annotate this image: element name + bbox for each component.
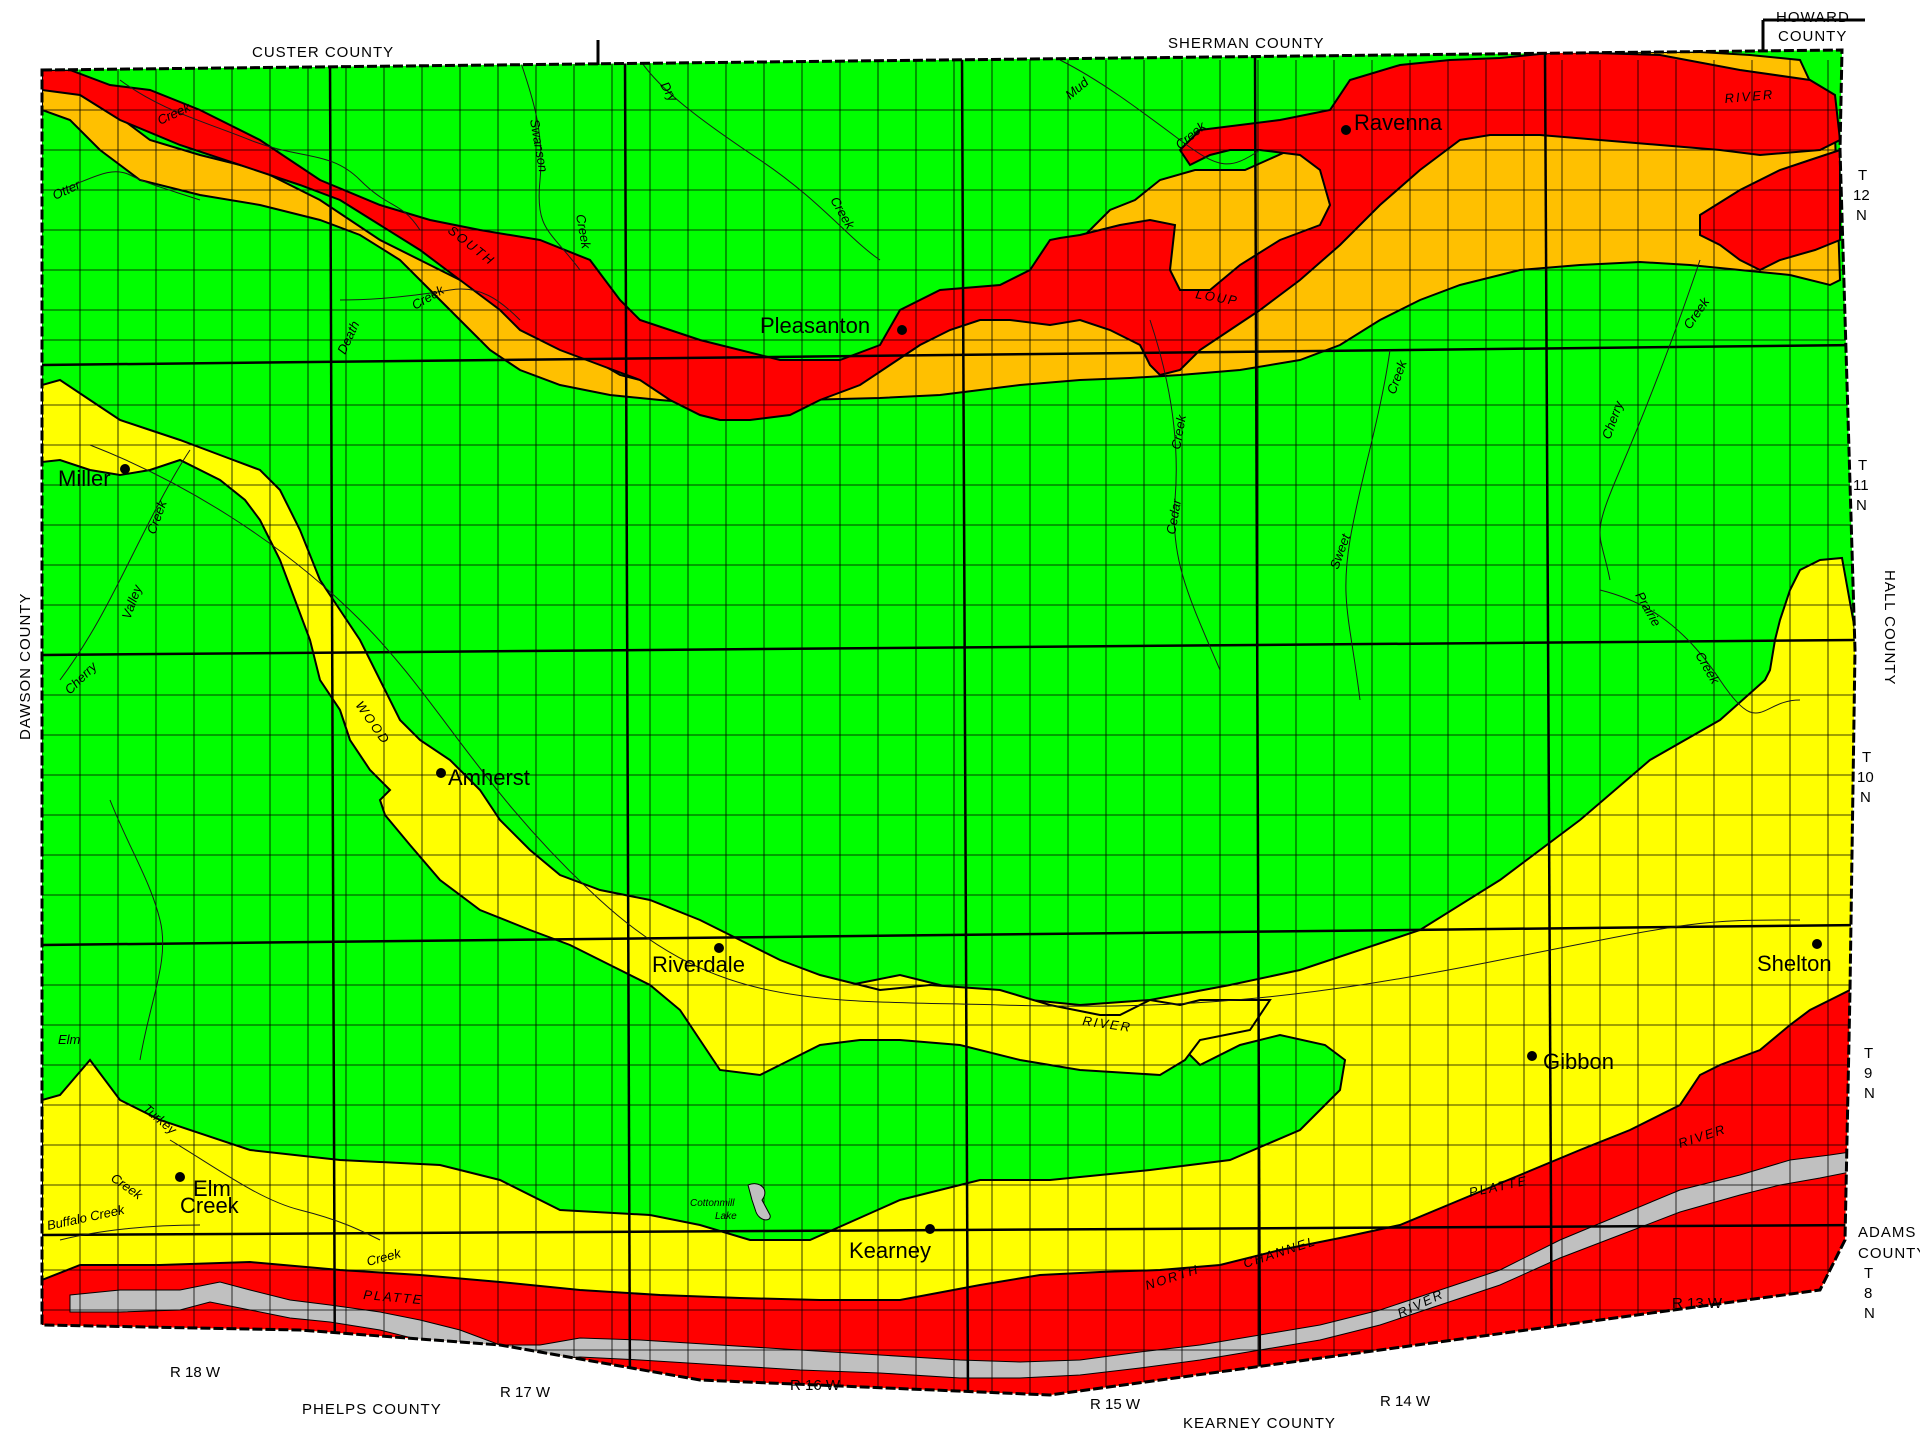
gibbon-marker: [1527, 1051, 1537, 1061]
township-labels: T 12 N T 11 N T 10 N T 9 N T 8 N: [1853, 167, 1875, 1322]
wood-river-label: RIVER: [1082, 1013, 1133, 1035]
yellow-zone-wood-river: [42, 378, 1272, 1077]
pleasanton-marker: [897, 325, 907, 335]
cedar-label: Cedar: [1163, 497, 1184, 535]
adams-county-label-2: COUNTY: [1858, 1245, 1920, 1262]
towns: Ravenna Pleasanton Miller Amherst Riverd…: [58, 110, 1832, 1263]
gibbon-label: Gibbon: [1543, 1049, 1614, 1074]
kearney-label: Kearney: [849, 1238, 931, 1263]
hall-county-label: HALL COUNTY: [1881, 570, 1898, 685]
swanson-creek-label: Creek: [573, 213, 594, 251]
township-range-lines: [42, 51, 1855, 1395]
riverdale-label: Riverdale: [652, 952, 745, 977]
ravenna-marker: [1341, 125, 1351, 135]
township-t9-dir: N: [1864, 1085, 1875, 1102]
miller-marker: [120, 464, 130, 474]
township-t11-n: 11: [1853, 477, 1869, 494]
custer-county-label: CUSTER COUNTY: [252, 44, 394, 61]
range-r16: R 16 W: [790, 1377, 841, 1394]
adams-county-label-1: ADAMS: [1858, 1224, 1916, 1241]
township-t10-n: 10: [1857, 769, 1874, 786]
township-t10-dir: N: [1860, 789, 1871, 806]
elm-creek-label-2: Creek: [180, 1193, 240, 1218]
range-labels: R 18 W R 17 W R 16 W R 15 W R 14 W R 13 …: [170, 1295, 1723, 1413]
elm-creek-marker: [175, 1172, 185, 1182]
range-r14: R 14 W: [1380, 1393, 1431, 1410]
range-r18: R 18 W: [170, 1364, 221, 1381]
kearney-county-label: KEARNEY COUNTY: [1183, 1415, 1336, 1431]
shelton-marker: [1812, 939, 1822, 949]
range-r15: R 15 W: [1090, 1396, 1141, 1413]
miller-label: Miller: [58, 466, 111, 491]
township-t8-n: 8: [1864, 1285, 1872, 1302]
howard-county-label-2: COUNTY: [1778, 28, 1847, 45]
township-t11-dir: N: [1856, 497, 1867, 514]
dawson-county-label: DAWSON COUNTY: [17, 593, 34, 740]
amherst-marker: [436, 768, 446, 778]
township-t10-t: T: [1862, 749, 1871, 766]
elm-creek-label-1: Elm: [193, 1176, 231, 1201]
elm-label: Elm: [58, 1032, 81, 1047]
township-t12-dir: N: [1856, 207, 1867, 224]
cottonmill-label-1: Cottonmill: [690, 1198, 735, 1209]
township-t9-n: 9: [1864, 1065, 1872, 1082]
sherman-county-label: SHERMAN COUNTY: [1168, 35, 1325, 52]
cottonmill-lake: [747, 1183, 771, 1221]
cottonmill-label-2: Lake: [715, 1211, 737, 1222]
riverdale-marker: [714, 943, 724, 953]
range-r13: R 13 W: [1672, 1295, 1723, 1312]
streams: [59, 59, 1801, 1241]
county-zones: [40, 48, 1857, 1397]
township-t12-n: 12: [1853, 187, 1870, 204]
county-boundary: [40, 48, 1857, 1397]
township-t8-t: T: [1864, 1265, 1873, 1282]
ravenna-label: Ravenna: [1354, 110, 1443, 135]
red-zone-south-loup: [42, 50, 1842, 421]
shelton-label: Shelton: [1757, 951, 1832, 976]
red-zone-east-lobe: [1699, 148, 1841, 272]
township-t9-t: T: [1864, 1045, 1873, 1062]
platte-south-label: PLATTE: [363, 1287, 424, 1307]
amherst-label: Amherst: [448, 765, 530, 790]
township-t8-dir: N: [1864, 1305, 1875, 1322]
loup-label: LOUP: [1194, 286, 1239, 308]
cedar-creek-label: Creek: [1168, 412, 1189, 450]
township-t11-t: T: [1858, 457, 1867, 474]
range-r17: R 17 W: [500, 1384, 551, 1401]
phelps-county-label: PHELPS COUNTY: [302, 1401, 442, 1418]
section-grid: [42, 60, 1855, 1395]
kearney-marker: [925, 1224, 935, 1234]
howard-county-label-1: HOWARD: [1776, 9, 1850, 26]
red-zone-platte: [42, 983, 1855, 1395]
township-t12-t: T: [1858, 167, 1867, 184]
pleasanton-label: Pleasanton: [760, 313, 870, 338]
loup-river-label: RIVER: [1724, 87, 1775, 106]
